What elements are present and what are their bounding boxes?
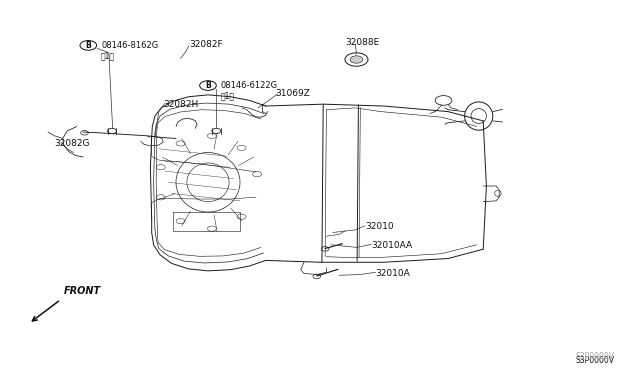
Text: B: B bbox=[205, 81, 211, 90]
Text: S3P0000V: S3P0000V bbox=[575, 356, 614, 365]
Text: 32010A: 32010A bbox=[376, 269, 410, 278]
Text: 32088E: 32088E bbox=[346, 38, 380, 47]
Text: B: B bbox=[86, 41, 91, 50]
Text: FRONT: FRONT bbox=[64, 286, 101, 296]
Ellipse shape bbox=[350, 56, 363, 63]
Text: 32082H: 32082H bbox=[163, 100, 198, 109]
Text: 32010AA: 32010AA bbox=[371, 241, 412, 250]
Text: （1）: （1） bbox=[221, 92, 235, 100]
Text: 08146-8162G: 08146-8162G bbox=[101, 41, 158, 50]
Text: 31069Z: 31069Z bbox=[275, 89, 310, 97]
Text: 32082G: 32082G bbox=[54, 139, 90, 148]
Text: （1）: （1） bbox=[101, 51, 115, 60]
Text: S3P0000V: S3P0000V bbox=[575, 352, 614, 361]
Text: 32082F: 32082F bbox=[189, 40, 223, 49]
Text: 08146-6122G: 08146-6122G bbox=[221, 81, 278, 90]
Text: 32010: 32010 bbox=[365, 222, 394, 231]
